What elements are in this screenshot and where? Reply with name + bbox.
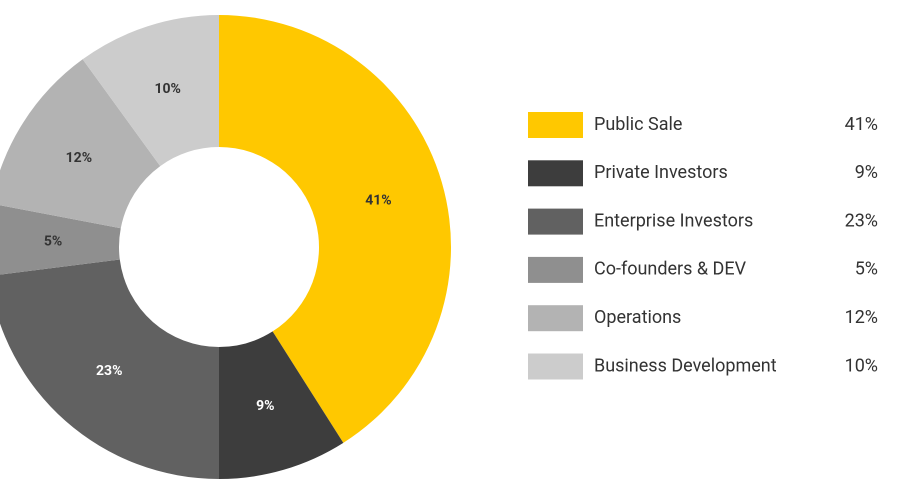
- slice-label: 12%: [66, 150, 92, 166]
- legend-label: Business Development: [594, 355, 777, 376]
- legend-label: Public Sale: [594, 114, 682, 135]
- legend-swatch: [528, 256, 583, 283]
- slice-label: 5%: [44, 233, 62, 249]
- legend-value: 23%: [845, 210, 878, 231]
- legend-swatch: [528, 160, 583, 187]
- slice: [219, 15, 451, 443]
- slice: [0, 59, 161, 229]
- legend-value: 9%: [855, 162, 878, 183]
- legend-value: 10%: [845, 355, 878, 376]
- legend-label: Enterprise Investors: [594, 210, 753, 231]
- slice: [0, 205, 121, 275]
- slice: [219, 331, 344, 479]
- slice-label: 41%: [365, 192, 391, 208]
- legend-swatch: [528, 353, 583, 380]
- legend-swatch: [528, 112, 583, 138]
- legend-label: Co-founders & DEV: [594, 259, 747, 280]
- legend-swatch: [528, 305, 583, 332]
- legend-value: 12%: [845, 307, 878, 328]
- legend-label: Operations: [594, 307, 681, 328]
- legend-value: 5%: [855, 259, 878, 280]
- slice-label: 10%: [154, 81, 180, 97]
- slice-label: 9%: [256, 398, 274, 414]
- slice: [0, 259, 219, 479]
- slice-label: 23%: [96, 363, 122, 379]
- legend-value: 41%: [845, 114, 878, 135]
- legend-label: Private Investors: [594, 162, 728, 183]
- slice: [82, 15, 219, 167]
- legend-swatch: [528, 208, 583, 235]
